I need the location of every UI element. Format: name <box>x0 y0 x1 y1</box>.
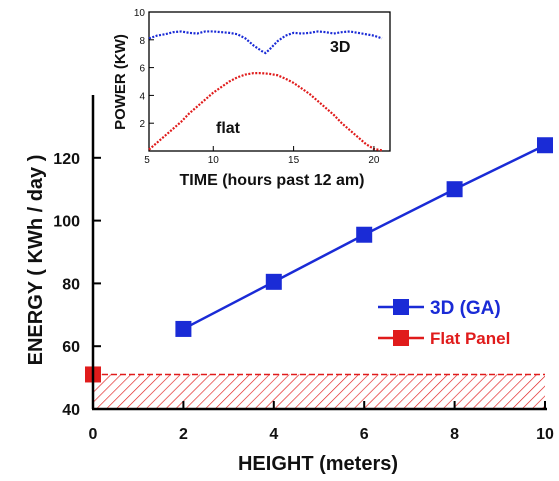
main-chart: 0 2 4 6 8 10 40 60 80 100 120 HEIGHT (meters) ENER… <box>25 95 554 475</box>
inset-line-3d <box>148 30 383 55</box>
main-y-axis-label: ENERGY ( KWh / day ) <box>25 155 47 366</box>
legend: 3D (GA) Flat Panel <box>378 298 510 348</box>
main-y-tick-label: 60 <box>62 339 80 356</box>
legend-marker-3d <box>393 299 409 315</box>
legend-label-3d: 3D (GA) <box>430 298 501 319</box>
main-x-tick-label: 6 <box>360 426 369 443</box>
main-x-tick-label: 8 <box>450 426 459 443</box>
inset-y-tick-label: 6 <box>139 64 145 75</box>
inset-x-tick-label: 10 <box>208 155 220 166</box>
inset-x-tick-label: 15 <box>288 155 300 166</box>
inset-ticks-group: 5 10 15 20 2 4 6 8 10 <box>134 8 380 166</box>
inset-y-tick-label: 10 <box>134 8 146 19</box>
flat-panel-band <box>93 373 545 409</box>
legend-label-flat: Flat Panel <box>430 329 510 348</box>
data-point-3d <box>175 320 192 337</box>
main-x-axis-label: HEIGHT (meters) <box>238 453 398 475</box>
legend-item-flat: Flat Panel <box>378 329 510 348</box>
inset-series-label-3d: 3D <box>330 39 350 56</box>
inset-x-axis-label: TIME (hours past 12 am) <box>180 172 365 189</box>
legend-marker-flat <box>393 330 409 346</box>
main-y-tick-label: 120 <box>53 151 80 168</box>
main-y-tick-label: 40 <box>62 402 80 419</box>
data-point-3d <box>356 226 373 243</box>
main-x-tick-label: 0 <box>89 426 98 443</box>
main-x-tick-label: 10 <box>536 426 554 443</box>
flat-panel-hatch <box>93 374 545 409</box>
inset-frame <box>148 11 391 152</box>
data-point-3d <box>537 137 553 154</box>
inset-y-tick-label: 2 <box>139 119 145 130</box>
inset-y-tick-label: 4 <box>139 91 145 102</box>
inset-y-axis-label: POWER (KW) <box>112 34 129 130</box>
main-x-tick-label: 2 <box>179 426 188 443</box>
inset-series-label-flat: flat <box>216 120 241 137</box>
legend-item-3d: 3D (GA) <box>378 298 501 319</box>
data-point-3d <box>265 273 282 290</box>
main-ticks-group: 0 2 4 6 8 10 40 60 80 100 120 <box>53 151 554 443</box>
inset-x-tick-label: 5 <box>144 155 150 166</box>
main-x-tick-label: 4 <box>269 426 278 443</box>
inset-chart: 5 10 15 20 2 4 6 8 10 3D flat TIME (hours past 1… <box>112 8 391 189</box>
inset-y-tick-label: 8 <box>139 36 145 47</box>
inset-series-group <box>148 30 383 152</box>
main-y-tick-label: 100 <box>53 214 80 231</box>
inset-x-tick-label: 20 <box>368 155 380 166</box>
data-point-3d <box>446 181 463 198</box>
main-y-tick-label: 80 <box>62 276 80 293</box>
